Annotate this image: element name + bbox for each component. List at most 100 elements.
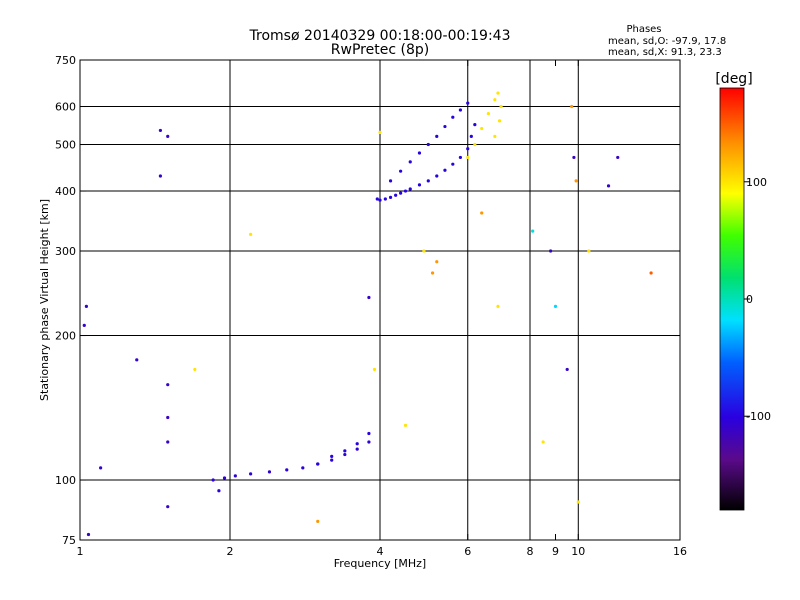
stats-heading: Phases [626,24,661,35]
data-point [443,124,447,129]
x-tick-label: 10 [571,545,585,558]
data-point [497,119,502,123]
colorbar [720,88,744,510]
colorbar-label: [deg] [715,71,752,87]
data-point [480,211,484,215]
data-point [469,134,473,138]
data-point [330,458,334,462]
data-point [403,189,408,193]
data-point [343,452,347,457]
x-tick-label: 2 [227,545,234,558]
data-point [330,454,334,459]
data-point [417,183,422,187]
axis-ticks: 1 2 4 6 8 9 10 16 75 100 200 300 400 500 600 750 [55,54,687,558]
data-point [86,532,91,537]
data-point [217,489,221,493]
data-point [486,111,490,116]
data-point [408,187,412,191]
data-point [316,519,320,523]
data-point [572,155,576,160]
data-point [480,126,484,131]
data-point [499,104,503,109]
data-point [458,155,463,160]
x-tick-label: 4 [377,545,384,558]
x-tick-label: 1 [77,545,84,558]
data-point [549,249,553,253]
data-point [343,449,347,453]
data-point [606,184,611,188]
data-point [355,447,359,451]
data-point [367,431,371,436]
data-point [399,169,403,173]
data-point [417,151,422,155]
data-point [458,108,463,112]
data-point [649,271,653,275]
data-point [435,174,439,178]
data-point [473,123,477,127]
data-point [249,232,253,236]
x-axis-label: Frequency [MHz] [334,557,426,570]
data-point [430,271,435,275]
x-tick-label: 6 [464,545,471,558]
data-point [466,101,470,105]
data-point [394,193,398,197]
data-point [367,295,371,300]
data-point [496,91,500,95]
x-tick-label: 16 [673,545,687,558]
stats-line-x: mean, sd,X: 91.3, 23.3 [608,47,722,58]
data-point [158,128,163,133]
data-point [587,249,591,253]
data-point [367,440,371,444]
data-point [84,304,88,309]
colorbar-tick-label: -100 [746,410,771,423]
y-tick-label: 600 [55,101,76,114]
data-point [403,423,408,427]
y-tick-label: 300 [55,245,76,258]
data-point [249,472,253,476]
data-point [473,142,477,147]
data-point [222,476,227,480]
data-point [211,478,215,482]
data-point [285,468,289,472]
y-tick-label: 750 [55,54,76,67]
data-point [355,442,359,446]
data-point [565,367,569,372]
data-point [378,198,382,202]
data-point [158,174,163,178]
data-point [443,168,447,172]
colorbar-tick-label: 0 [746,293,753,306]
data-point [451,162,455,166]
stats-line-o: mean, sd,O: -97.9, 17.8 [608,36,726,47]
data-point [466,155,470,160]
data-point [166,383,170,387]
data-point [99,466,103,470]
x-tick-label: 9 [552,545,559,558]
data-points [82,91,653,537]
data-point [422,249,426,253]
data-point [267,470,272,474]
data-point [135,358,139,362]
data-point [574,179,578,183]
colorbar-tick-label: 100 [746,176,767,189]
data-point [435,134,439,138]
data-point [316,462,320,466]
data-point [193,367,197,372]
data-point [372,367,377,372]
data-point [541,440,545,444]
grid-layer [80,60,680,540]
y-tick-label: 500 [55,139,76,152]
data-point [553,304,558,309]
data-point [388,195,393,199]
data-point [493,98,497,102]
data-point [378,130,382,134]
y-tick-label: 200 [55,330,76,343]
data-point [493,134,497,138]
y-tick-label: 75 [62,534,76,547]
data-point [233,474,237,478]
data-point [166,415,170,420]
chart-title: Tromsø 20140329 00:18:00-00:19:43 [249,28,511,44]
data-point [399,191,403,195]
data-point [408,160,412,164]
data-point [496,304,500,309]
